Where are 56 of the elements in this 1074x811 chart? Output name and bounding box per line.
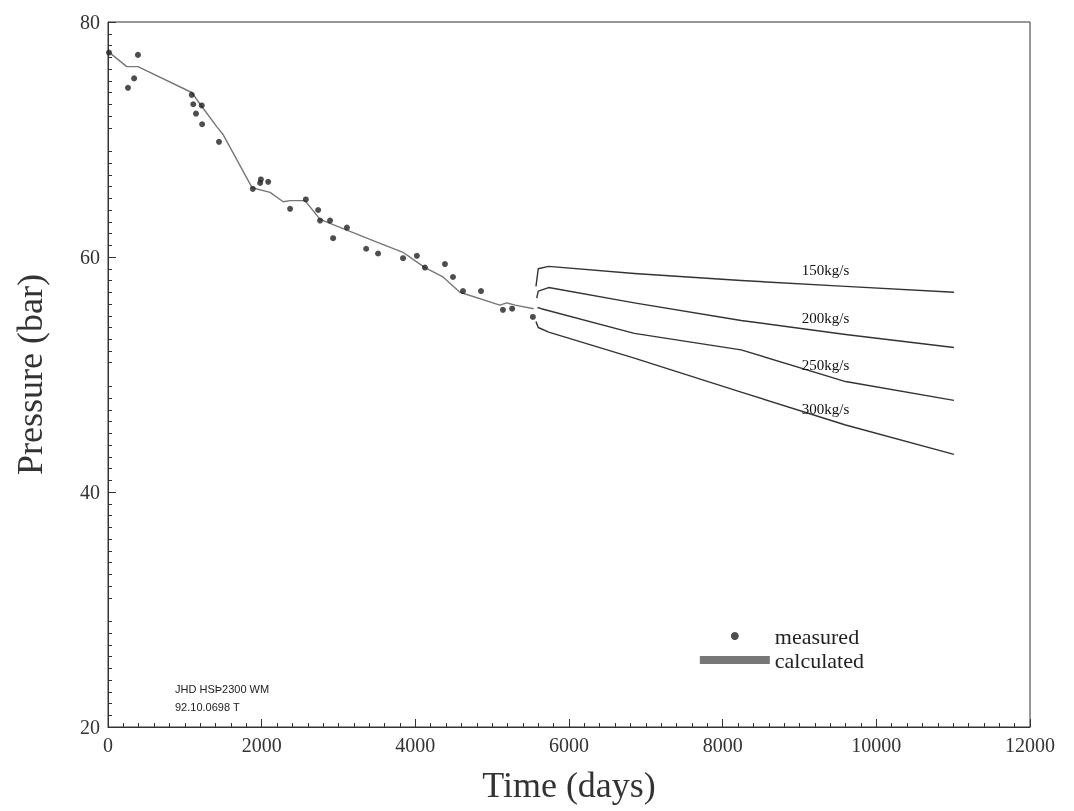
point [363,245,370,252]
point [249,185,256,192]
y-tick-label: 60 [80,246,100,268]
y-tick-label: 40 [80,481,100,503]
x-tick-label: 0 [103,734,113,756]
point [106,49,112,56]
line-series [535,265,955,293]
y-tick-label: 80 [80,11,100,33]
annotation: JHD HSÞ2300 WM [175,682,270,695]
point [509,305,516,312]
point [190,101,197,108]
x-tick-label: 10000 [851,734,902,756]
x-axis-title: Time (days) [482,765,656,805]
point [199,121,206,128]
series-label: 200kg/s [801,310,850,327]
line-series [536,286,955,349]
series-label: 300kg/s [801,400,850,417]
point [188,91,195,98]
point [198,102,205,109]
series-label: 250kg/s [801,357,850,374]
x-tick-label: 12000 [1005,734,1055,756]
point [499,306,506,313]
point [124,84,131,91]
point [302,196,309,203]
point [343,224,350,231]
point [287,205,294,212]
point [192,110,199,117]
point [317,217,324,224]
series-label: 150kg/s [801,261,850,278]
legend-label: calculated [774,647,865,673]
line-series [536,306,955,402]
y-axis-title: Pressure (bar) [10,274,50,475]
point [330,235,337,242]
point [131,75,138,82]
legend-label: measured [774,623,860,649]
point [478,288,485,295]
point [327,217,334,224]
point [315,207,322,213]
point [529,313,536,320]
point [421,264,428,271]
y-tick-label: 20 [80,716,100,738]
point [441,261,448,268]
point [449,273,456,280]
point [257,176,264,183]
x-tick-label: 6000 [549,734,589,756]
point [265,178,272,185]
point [459,288,466,295]
annotation: 92.10.0698 T [175,700,240,713]
point [216,138,223,145]
point [134,51,141,58]
x-tick-label: 8000 [702,734,743,756]
x-tick-label: 2000 [241,734,282,756]
x-tick-label: 4000 [395,734,436,756]
point [400,255,407,262]
point [413,252,420,259]
point [375,250,382,257]
